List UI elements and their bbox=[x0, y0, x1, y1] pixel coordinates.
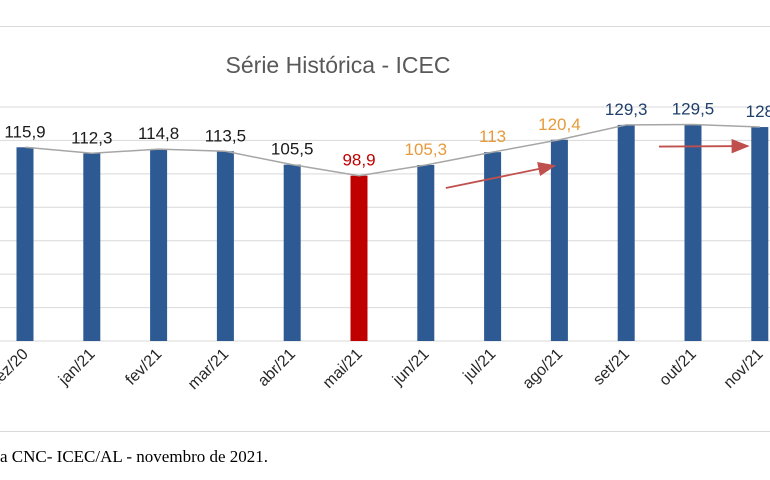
bar-set-21 bbox=[617, 124, 635, 342]
x-tick-label: out/21 bbox=[656, 346, 700, 390]
source-caption: a CNC- ICEC/AL - novembro de 2021. bbox=[0, 447, 269, 466]
x-tick-label: mai/21 bbox=[320, 346, 366, 392]
data-label: 112,3 bbox=[71, 128, 112, 147]
data-label: 115,9 bbox=[4, 122, 45, 141]
bar-dez-20 bbox=[16, 147, 34, 341]
bar-out-21 bbox=[684, 124, 702, 341]
chart-frame: Série Histórica - ICEC 115,9 112,3 114,8 113… bbox=[0, 26, 770, 432]
data-label: 98,9 bbox=[342, 151, 375, 170]
trend-line bbox=[24, 123, 760, 177]
bar-nov-21 bbox=[751, 127, 769, 341]
x-tick-label: jan/21 bbox=[55, 346, 99, 390]
data-label: 120,4 bbox=[538, 115, 581, 134]
x-tick-label: set/21 bbox=[590, 346, 633, 389]
x-tick-label: dez/20 bbox=[0, 346, 32, 392]
data-label: 105,3 bbox=[405, 140, 448, 159]
data-label: 129,5 bbox=[672, 100, 715, 119]
x-tick-label: mar/21 bbox=[185, 346, 232, 393]
x-tick-label: ago/21 bbox=[520, 346, 567, 393]
x-tick-label: nov/21 bbox=[721, 346, 767, 392]
data-label: 129,3 bbox=[605, 100, 648, 119]
bar-chart: Série Histórica - ICEC 115,9 112,3 114,8 113… bbox=[0, 52, 770, 393]
data-label: 105,5 bbox=[271, 140, 314, 159]
bar-mai-21 bbox=[350, 175, 368, 341]
x-tick-label: jul/21 bbox=[460, 346, 500, 386]
bar-mar-21 bbox=[216, 151, 234, 341]
data-label: 114,8 bbox=[138, 124, 179, 143]
x-tick-label: fev/21 bbox=[123, 346, 166, 389]
x-tick-label: jun/21 bbox=[389, 346, 433, 390]
bar-fev-21 bbox=[150, 149, 168, 341]
data-label: 113 bbox=[479, 127, 506, 146]
x-tick-label: abr/21 bbox=[255, 346, 299, 390]
trend-arrow-up bbox=[445, 161, 557, 189]
data-label: 113,5 bbox=[205, 126, 246, 145]
bar-jul-21 bbox=[484, 152, 502, 341]
bar-jan-21 bbox=[83, 153, 101, 341]
chart-title: Série Histórica - ICEC bbox=[226, 52, 451, 78]
data-label: 128 bbox=[746, 102, 770, 121]
bar-abr-21 bbox=[283, 164, 301, 341]
bar-jun-21 bbox=[417, 164, 435, 341]
bar-ago-21 bbox=[550, 139, 568, 341]
